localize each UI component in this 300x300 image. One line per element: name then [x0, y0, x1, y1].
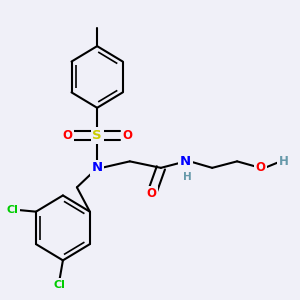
Text: N: N	[92, 161, 103, 174]
Text: H: H	[279, 155, 289, 168]
Text: N: N	[180, 155, 191, 168]
Text: O: O	[147, 187, 157, 200]
Text: O: O	[62, 129, 72, 142]
Text: S: S	[92, 129, 102, 142]
Text: Cl: Cl	[54, 280, 66, 290]
Text: H: H	[183, 172, 192, 182]
Text: O: O	[122, 129, 132, 142]
Text: O: O	[255, 161, 266, 174]
Text: Cl: Cl	[7, 205, 19, 215]
